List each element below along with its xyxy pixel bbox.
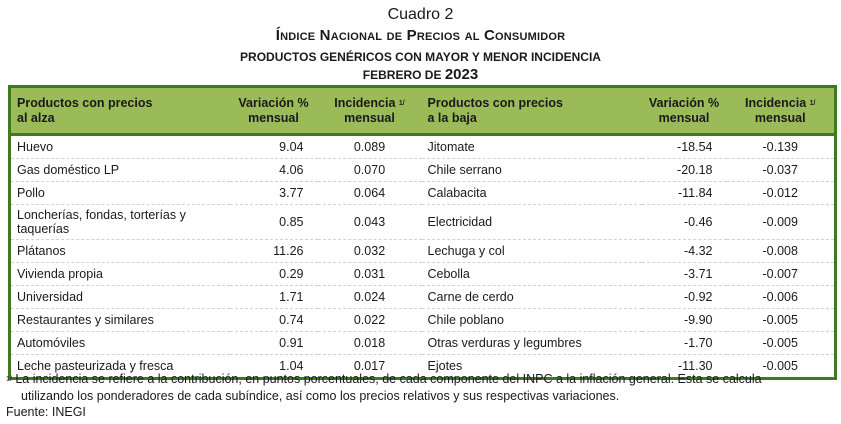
cell-down: Otras verduras y legumbres bbox=[421, 331, 642, 355]
cell-down-inc: -0.012 bbox=[726, 181, 836, 205]
cell-down-var: -18.54 bbox=[641, 134, 727, 159]
cell-up-var: 1.04 bbox=[279, 359, 304, 373]
table-row: Vivienda propia 0.29 0.031 Cebolla -3.71 -0.0… bbox=[9, 262, 836, 286]
table-row: Leche pasteurizada y fresca 1.04 0.017 Ejot… bbox=[10, 355, 836, 379]
cell-up-var: 0.91 bbox=[229, 331, 318, 355]
cell-up-inc: 0.031 bbox=[317, 262, 422, 286]
subtitle: PRODUCTOS GENÉRICOS CON MAYOR Y MENOR IN… bbox=[240, 50, 601, 64]
cell-down-inc: -0.005 bbox=[726, 308, 836, 332]
header-up-variation: Variación % mensual bbox=[238, 96, 309, 125]
cell-up: Automóviles bbox=[9, 331, 230, 355]
period-prefix: FEBRERO DE bbox=[362, 68, 442, 82]
cell-down: Chile poblano bbox=[421, 308, 642, 332]
footnote-line2: utilizando los ponderadores de cada subí… bbox=[21, 389, 620, 403]
header-up-product: Productos con precios al alza bbox=[17, 96, 153, 125]
header-down-variation: Variación % mensual bbox=[648, 96, 720, 125]
cell-up-inc: 0.064 bbox=[317, 181, 422, 205]
header-down-incidence: Incidencia 1/mensual bbox=[745, 96, 816, 125]
cell-up-var: 4.06 bbox=[229, 158, 318, 182]
cell-up-inc: 0.032 bbox=[317, 239, 422, 263]
cell-down-var: -0.46 bbox=[641, 204, 727, 240]
header-up-incidence: Incidencia 1/mensual bbox=[334, 96, 405, 125]
table-row: Huevo 9.04 0.089 Jitomate -18.54 -0.139 bbox=[9, 134, 836, 159]
cell-up: Leche pasteurizada y fresca bbox=[17, 359, 174, 373]
cell-down-inc: -0.007 bbox=[726, 262, 836, 286]
cell-down-var: -11.84 bbox=[641, 181, 727, 205]
table-row: Restaurantes y similares 0.74 0.022 Chile p… bbox=[9, 308, 836, 332]
cell-up-var: 1.71 bbox=[229, 285, 318, 309]
cell-down: Electricidad bbox=[421, 204, 642, 240]
cell-up-inc: 0.070 bbox=[317, 158, 422, 182]
cell-down-inc: -0.037 bbox=[726, 158, 836, 182]
table-row: Plátanos 11.26 0.032 Lechuga y col -4.32 -0.0… bbox=[9, 239, 836, 263]
cell-down: Calabacita bbox=[421, 181, 642, 205]
cell-down-inc: -0.006 bbox=[726, 285, 836, 309]
cuadro-label: Cuadro 2 bbox=[387, 6, 454, 23]
cell-up: Gas doméstico LP bbox=[9, 158, 230, 182]
cell-down: Carne de cerdo bbox=[421, 285, 642, 309]
cell-up: Plátanos bbox=[9, 239, 230, 263]
cell-down: Lechuga y col bbox=[421, 239, 642, 263]
cell-down: Chile serrano bbox=[421, 158, 642, 182]
cell-down-var: -3.71 bbox=[641, 262, 727, 286]
cell-down-var: -0.92 bbox=[641, 285, 727, 309]
table-header-row: Productos con precios al alza Variación %… bbox=[9, 86, 836, 135]
page-title: Índice Nacional de Precios al Consumidor bbox=[275, 27, 566, 44]
header-down-product: Productos con precios a la baja bbox=[427, 96, 563, 125]
cell-up: Vivienda propia bbox=[9, 262, 230, 286]
cell-up: Huevo bbox=[9, 134, 230, 159]
footnote-line1: La incidencia se refiere a la contribuci… bbox=[15, 372, 762, 386]
cell-down-inc: -0.139 bbox=[726, 134, 836, 159]
cell-down-var: -20.18 bbox=[641, 158, 727, 182]
cell-up-var: 9.04 bbox=[229, 134, 318, 159]
footnote-mark: 1/ bbox=[6, 376, 12, 383]
cell-up-var: 0.74 bbox=[229, 308, 318, 332]
cell-up-var: 3.77 bbox=[229, 181, 318, 205]
table-row: Universidad 1.71 0.024 Carne de cerdo -0.92-… bbox=[9, 285, 836, 309]
cell-up-var: 0.29 bbox=[229, 262, 318, 286]
table-row: Gas doméstico LP 4.06 0.070 Chile serrano -2… bbox=[9, 158, 836, 182]
cell-up-inc: 0.017 bbox=[353, 359, 386, 373]
source: Fuente: INEGI bbox=[6, 405, 86, 419]
cell-up-inc: 0.022 bbox=[317, 308, 422, 332]
cell-up-inc: 0.043 bbox=[317, 204, 422, 240]
cell-down-var: -9.90 bbox=[641, 308, 727, 332]
cell-up: Restaurantes y similares bbox=[9, 308, 230, 332]
cell-down-var: -4.32 bbox=[641, 239, 727, 263]
cell-down-inc: -0.005 bbox=[762, 359, 798, 373]
cell-down-var: -11.30 bbox=[677, 359, 713, 373]
cell-down: Ejotes bbox=[427, 359, 463, 373]
cell-down: Cebolla bbox=[421, 262, 642, 286]
cell-down-inc: -0.008 bbox=[726, 239, 836, 263]
cell-up-inc: 0.089 bbox=[317, 134, 422, 159]
cell-up-inc: 0.024 bbox=[317, 285, 422, 309]
table-row: Loncherías, fondas, torterías y taquería… bbox=[9, 204, 836, 240]
cell-down-inc: -0.005 bbox=[726, 331, 836, 355]
cell-up: Pollo bbox=[9, 181, 230, 205]
period-year: 2023 bbox=[444, 66, 479, 83]
cell-up-var: 11.26 bbox=[229, 239, 318, 263]
cell-up: Loncherías, fondas, torterías y taquería… bbox=[9, 204, 230, 240]
incidence-table: Productos con precios al alza Variación %… bbox=[8, 85, 837, 380]
footnote: 1/ La incidencia se refiere a la contrib… bbox=[6, 371, 836, 405]
cell-up-var: 0.85 bbox=[229, 204, 318, 240]
cell-down: Jitomate bbox=[421, 134, 642, 159]
cell-down-var: -1.70 bbox=[641, 331, 727, 355]
cell-up: Universidad bbox=[9, 285, 230, 309]
period: FEBRERO DE 2023 bbox=[0, 66, 841, 83]
table-row: Pollo 3.77 0.064 Calabacita -11.84 -0.012 bbox=[9, 181, 836, 205]
table-row: Automóviles 0.91 0.018 Otras verduras y leg… bbox=[9, 331, 836, 355]
cell-down-inc: -0.009 bbox=[726, 204, 836, 240]
cell-up-inc: 0.018 bbox=[317, 331, 422, 355]
